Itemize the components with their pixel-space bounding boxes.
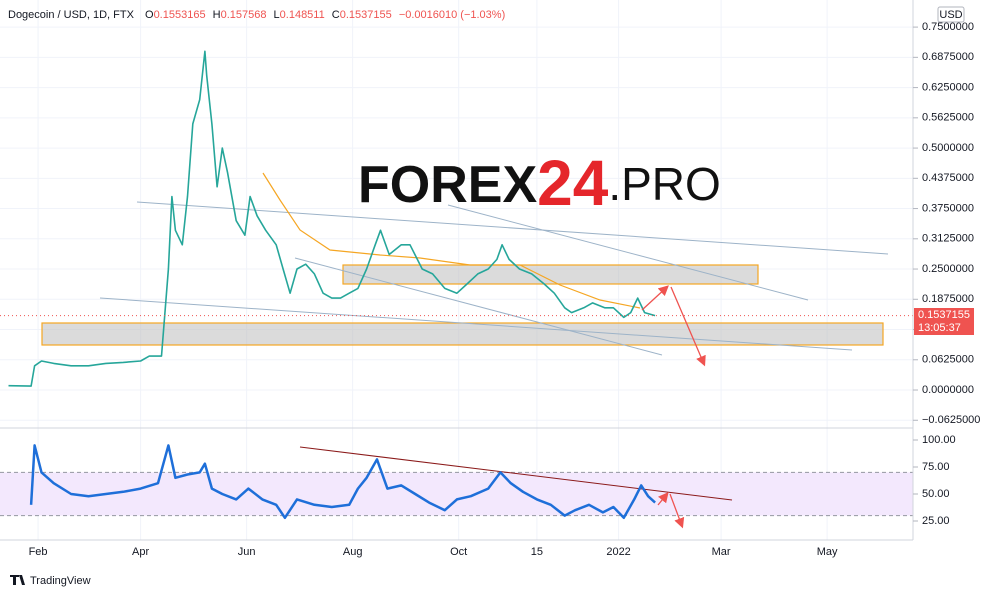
rsi-band [0, 471, 913, 517]
brand: TradingView [30, 575, 91, 587]
arrows [641, 285, 706, 529]
trend-line [447, 204, 809, 301]
y-tick-label: 50.00 [922, 488, 950, 500]
x-tick-label: Oct [450, 546, 467, 558]
rsi-band-fill [0, 472, 913, 516]
x-tick-label: 15 [531, 546, 543, 558]
y-tick-label: 0.7500000 [922, 21, 974, 33]
countdown: 13:05:37 [918, 322, 961, 334]
ohlc-value: 0.148511 [280, 9, 325, 21]
y-tick-label: 75.00 [922, 461, 950, 473]
y-tick-label: 0.0625000 [922, 354, 974, 366]
ohlc-value: 0.157568 [221, 9, 267, 21]
watermark-part: FOREX [358, 156, 537, 214]
watermark-part: 24 [537, 147, 609, 219]
x-tick-label: Feb [29, 546, 48, 558]
y-tick-label: 0.1875000 [922, 293, 974, 305]
currency-box[interactable] [937, 6, 965, 23]
y-tick-label: 0.6250000 [922, 81, 974, 93]
ohlc-key: O [145, 9, 154, 21]
y-tick-label: 0.3125000 [922, 233, 974, 245]
currency[interactable]: USD [939, 9, 962, 21]
last-price: 0.1537155 [918, 309, 970, 321]
x-tick-label: Apr [132, 546, 149, 558]
legend: O0.1553165 H0.157568 L0.148511 C0.153715… [145, 9, 505, 21]
x-tick-label: Mar [712, 546, 731, 558]
rsi-trend-line [299, 446, 733, 501]
brand-logo [10, 575, 25, 585]
price-line [8, 50, 656, 387]
zone-box [41, 322, 884, 346]
trend-line [294, 257, 663, 356]
last-price-box [914, 308, 974, 335]
watermark: FOREX24.PRO [358, 147, 721, 219]
zone-box [342, 264, 759, 285]
x-tick-label: Aug [343, 546, 363, 558]
arrow [657, 491, 669, 506]
arrow [641, 285, 669, 311]
drawings [41, 172, 889, 501]
y-tick-label: 0.5625000 [922, 112, 974, 124]
y-tick-label: 0.2500000 [922, 263, 974, 275]
x-tick-label: Jun [238, 546, 256, 558]
ohlc-key: H [213, 9, 221, 21]
symbol-title: Dogecoin / USD, 1D, FTX [8, 9, 135, 21]
y-tick-label: 0.0000000 [922, 384, 974, 396]
x-tick-label: 2022 [606, 546, 630, 558]
arrow [669, 493, 685, 529]
price-line [29, 444, 656, 520]
trend-line [99, 297, 853, 351]
x-tick-label: May [817, 546, 838, 558]
y-tick-label: 0.3750000 [922, 202, 974, 214]
y-tick-label: 25.00 [922, 515, 950, 527]
ohlc-value: 0.1553165 [154, 9, 206, 21]
ohlc-key: C [332, 9, 340, 21]
y-tick-label: 0.5000000 [922, 142, 974, 154]
change: −0.0016010 (−1.03%) [399, 9, 505, 21]
trend-line [136, 201, 889, 255]
ohlc-key: L [274, 9, 280, 21]
y-tick-label: 0.4375000 [922, 172, 974, 184]
y-tick-label: 100.00 [922, 434, 956, 446]
series-layer [0, 50, 913, 520]
arrow [670, 286, 706, 367]
watermark-part: .PRO [608, 158, 720, 210]
y-tick-label: −0.0625000 [922, 414, 980, 426]
moving-average [262, 172, 641, 309]
y-tick-label: 0.6875000 [922, 51, 974, 63]
ohlc-value: 0.1537155 [340, 9, 392, 21]
